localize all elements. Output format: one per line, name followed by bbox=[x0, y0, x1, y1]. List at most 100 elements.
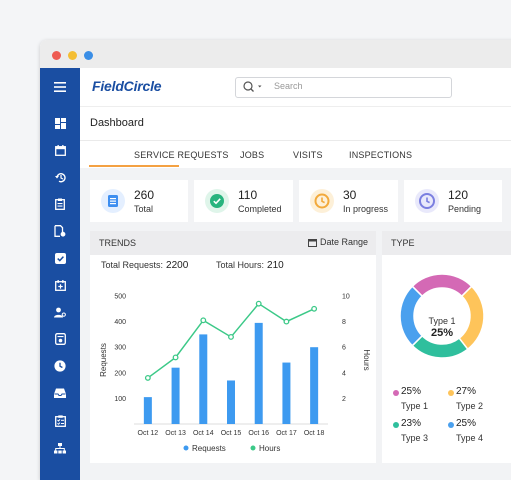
summary-card-completed[interactable]: 110 Completed bbox=[194, 180, 293, 222]
check-circle-icon bbox=[205, 189, 229, 213]
title-bar bbox=[40, 40, 511, 68]
y-tick-label: 100 bbox=[114, 396, 126, 403]
type-panel: TYPE Type 1 25% 25% Type 1 27% Type 2 23… bbox=[382, 231, 511, 463]
x-tick-label: Oct 17 bbox=[276, 430, 297, 437]
sidebar-item-history[interactable] bbox=[40, 167, 80, 187]
donut-slice-type-1 bbox=[411, 273, 473, 298]
card-value: 120 bbox=[448, 188, 469, 202]
x-tick-label: Oct 12 bbox=[138, 430, 159, 437]
y-tick-label: 400 bbox=[114, 319, 126, 326]
x-tick-label: Oct 18 bbox=[304, 430, 325, 437]
legend-swatch-requests bbox=[183, 445, 189, 451]
search-icon[interactable] bbox=[243, 81, 269, 93]
legend-label-type1: Type 1 bbox=[401, 401, 429, 411]
y2-tick-label: 2 bbox=[342, 396, 346, 403]
sidebar-item-clipboard[interactable] bbox=[40, 194, 80, 214]
clipboard-icon bbox=[55, 198, 65, 210]
page-title: Dashboard bbox=[90, 117, 144, 129]
date-range-button[interactable]: Date Range bbox=[307, 237, 368, 247]
x-tick-label: Oct 16 bbox=[248, 430, 269, 437]
sidebar-item-schedule[interactable] bbox=[40, 275, 80, 295]
bar-requests bbox=[227, 380, 235, 424]
legend-swatch-type1 bbox=[393, 390, 399, 396]
legend-value-type1: 25% bbox=[401, 386, 422, 397]
bar-requests bbox=[282, 362, 291, 424]
list-icon bbox=[101, 189, 125, 213]
type-donut-chart bbox=[399, 273, 485, 359]
dashboard-content: 260 Total 110 Completed 30 In progress bbox=[80, 168, 511, 480]
checklist-icon bbox=[54, 415, 66, 427]
tab-jobs[interactable]: JOBS bbox=[240, 150, 265, 160]
bar-requests bbox=[254, 322, 263, 424]
total-hours-stat: Total Hours: 210 bbox=[216, 260, 284, 271]
legend-label-type4: Type 4 bbox=[456, 433, 484, 443]
sidebar-item-tasks[interactable] bbox=[40, 248, 80, 268]
bar-requests bbox=[310, 347, 319, 424]
card-label: Pending bbox=[448, 204, 482, 214]
sidebar-item-documents[interactable] bbox=[40, 221, 80, 241]
y-tick-label: 300 bbox=[114, 345, 126, 352]
clock-icon bbox=[54, 360, 66, 372]
summary-card-in-progress[interactable]: 30 In progress bbox=[299, 180, 398, 222]
app-logo[interactable]: FieldCircle bbox=[92, 78, 162, 94]
tab-service-requests[interactable]: SERVICE REQUESTS bbox=[134, 150, 229, 160]
card-label: In progress bbox=[343, 204, 389, 214]
legend-value-type2: 27% bbox=[456, 386, 477, 397]
sidebar-item-timesheet[interactable] bbox=[40, 356, 80, 376]
card-value: 110 bbox=[238, 188, 258, 202]
app-window: FieldCircle Search Dashboard SERVICE REQ… bbox=[40, 40, 511, 480]
sidebar-item-calendar[interactable] bbox=[40, 140, 80, 160]
trends-chart: 100 200 300 400 500 2 4 6 8 10 Requests Hours Oct 12… bbox=[99, 294, 371, 454]
maximize-window-button[interactable] bbox=[84, 51, 93, 60]
donut-slice-type-4 bbox=[399, 285, 424, 347]
legend-swatch-type4 bbox=[448, 422, 454, 428]
y-tick-label: 200 bbox=[114, 370, 126, 377]
legend-label-type2: Type 2 bbox=[456, 401, 484, 411]
point-hours bbox=[144, 374, 151, 381]
y2-tick-label: 6 bbox=[342, 345, 346, 352]
sidebar bbox=[40, 68, 80, 480]
calendar-icon bbox=[307, 238, 317, 247]
legend-label-type3: Type 3 bbox=[401, 433, 429, 443]
type-center-value: 25% bbox=[430, 327, 454, 339]
donut-slice-type-3 bbox=[411, 334, 469, 359]
y2-tick-label: 8 bbox=[342, 319, 346, 326]
menu-button[interactable] bbox=[40, 77, 80, 97]
card-value: 30 bbox=[343, 188, 357, 202]
legend-swatch-type2 bbox=[448, 390, 454, 396]
calendar-icon bbox=[54, 144, 66, 156]
progress-icon bbox=[310, 189, 334, 213]
sidebar-item-dashboard[interactable] bbox=[40, 113, 80, 133]
trends-title: TRENDS bbox=[99, 238, 137, 248]
sidebar-item-checklist[interactable] bbox=[40, 411, 80, 431]
sidebar-item-inbox[interactable] bbox=[40, 383, 80, 403]
sidebar-item-reports[interactable] bbox=[40, 329, 80, 349]
minimize-window-button[interactable] bbox=[68, 51, 77, 60]
card-label: Completed bbox=[238, 204, 282, 214]
summary-card-total[interactable]: 260 Total bbox=[90, 180, 188, 222]
user-settings-icon bbox=[54, 307, 66, 317]
sidebar-item-organization[interactable] bbox=[40, 438, 80, 458]
search-input[interactable]: Search bbox=[274, 81, 303, 91]
type-title: TYPE bbox=[391, 238, 415, 248]
card-label: Total bbox=[134, 204, 154, 214]
tab-visits[interactable]: VISITS bbox=[293, 150, 323, 160]
total-requests-value: 2200 bbox=[166, 260, 189, 271]
total-requests-stat: Total Requests: 2200 bbox=[101, 260, 188, 271]
type-header: TYPE bbox=[382, 231, 511, 255]
bar-requests bbox=[143, 397, 152, 424]
total-hours-value: 210 bbox=[267, 260, 284, 271]
y2-tick-label: 4 bbox=[342, 370, 346, 377]
pending-clock-icon bbox=[415, 189, 439, 213]
close-window-button[interactable] bbox=[52, 51, 61, 60]
legend-label-requests: Requests bbox=[192, 444, 226, 453]
active-tab-indicator bbox=[89, 165, 179, 167]
tab-inspections[interactable]: INSPECTIONS bbox=[349, 150, 413, 160]
sidebar-item-users[interactable] bbox=[40, 302, 80, 322]
search-box[interactable]: Search bbox=[235, 77, 452, 98]
summary-card-pending[interactable]: 120 Pending bbox=[404, 180, 502, 222]
date-range-label: Date Range bbox=[319, 237, 368, 247]
main-area: FieldCircle Search Dashboard SERVICE REQ… bbox=[80, 68, 511, 480]
point-hours bbox=[255, 300, 262, 307]
y-axis-label: Requests bbox=[99, 343, 108, 377]
